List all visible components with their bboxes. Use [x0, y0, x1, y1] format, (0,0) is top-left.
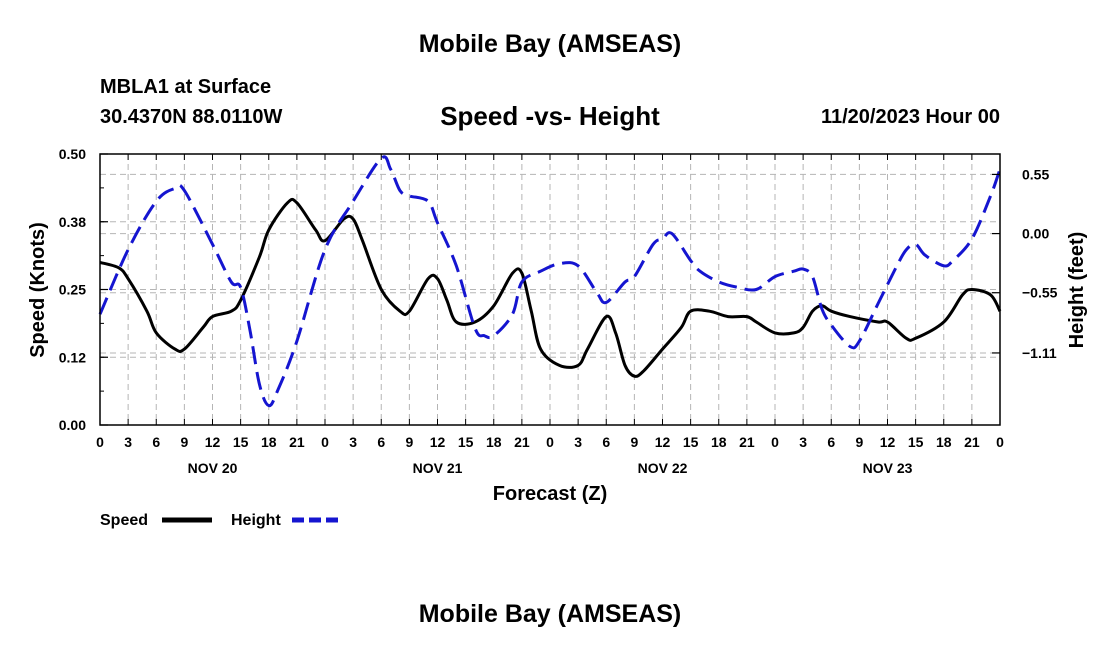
grid-lines — [100, 154, 1000, 425]
x-tick-label: 6 — [602, 434, 610, 450]
y2-axis-title: Height (feet) — [1066, 232, 1088, 349]
x-tick-label: 9 — [855, 434, 863, 450]
footer-title: Mobile Bay (AMSEAS) — [418, 600, 682, 628]
x-tick-label: 15 — [233, 434, 249, 450]
x-tick-label: 9 — [405, 434, 413, 450]
x-tick-label: 12 — [880, 434, 896, 450]
y-tick-label: 0.25 — [59, 282, 86, 298]
day-label: NOV 20 — [188, 460, 238, 476]
y2-tick-label: −1.11 — [1022, 345, 1057, 361]
x-tick-label: 21 — [964, 434, 980, 450]
x-tick-label: 0 — [96, 434, 104, 450]
x-tick-label: 9 — [630, 434, 638, 450]
x-tick-label: 15 — [908, 434, 924, 450]
y-tick-label: 0.00 — [59, 417, 86, 433]
x-tick-label: 18 — [486, 434, 502, 450]
x-tick-label: 18 — [261, 434, 277, 450]
station-label: MBLA1 at Surface — [100, 76, 272, 98]
chart-title: Speed -vs- Height — [440, 101, 660, 131]
x-tick-label: 3 — [124, 434, 132, 450]
x-tick-label: 0 — [996, 434, 1004, 450]
forecast-timestamp: 11/20/2023 Hour 00 — [820, 106, 1000, 128]
legend-label-height: Height — [231, 512, 281, 529]
x-tick-label: 21 — [514, 434, 530, 450]
x-tick-label: 0 — [546, 434, 554, 450]
day-label: NOV 21 — [413, 460, 463, 476]
x-tick-label: 18 — [711, 434, 727, 450]
x-axis-title: Forecast (Z) — [493, 483, 607, 505]
x-tick-label: 15 — [458, 434, 474, 450]
series-line-speed — [99, 197, 1002, 378]
x-tick-label: 12 — [205, 434, 221, 450]
x-tick-label: 18 — [936, 434, 952, 450]
x-tick-label: 0 — [771, 434, 779, 450]
x-tick-label: 21 — [739, 434, 755, 450]
legend: Speed Height — [100, 512, 342, 529]
y-tick-label: 0.50 — [59, 146, 86, 162]
x-tick-label: 0 — [321, 434, 329, 450]
station-coordinates: 30.4370N 88.0110W — [100, 106, 283, 128]
x-tick-label: 3 — [574, 434, 582, 450]
y2-tick-label: −0.55 — [1022, 285, 1058, 301]
y2-tick-label: 0.55 — [1022, 166, 1049, 182]
axis-labels: 0 3 6 9 12 15 18 21 0 3 6 9 12 15 18 21 0 3 6 9 12 15 18 21 0 3 6 9… — [59, 146, 1058, 476]
x-tick-label: 6 — [827, 434, 835, 450]
x-tick-label: 12 — [655, 434, 671, 450]
series-line-height — [98, 155, 1002, 408]
day-label: NOV 22 — [638, 460, 688, 476]
x-tick-label: 3 — [349, 434, 357, 450]
page-title: Mobile Bay (AMSEAS) — [418, 30, 682, 58]
x-tick-label: 21 — [289, 434, 305, 450]
day-label: NOV 23 — [863, 460, 913, 476]
series-lines — [98, 155, 1002, 408]
x-tick-label: 6 — [377, 434, 385, 450]
y2-tick-label: 0.00 — [1022, 226, 1049, 242]
x-tick-label: 15 — [683, 434, 699, 450]
y-tick-label: 0.12 — [59, 349, 86, 365]
x-tick-label: 9 — [180, 434, 188, 450]
y-axis-title: Speed (Knots) — [27, 222, 49, 358]
x-tick-label: 3 — [799, 434, 807, 450]
y-tick-label: 0.38 — [59, 214, 86, 230]
legend-label-speed: Speed — [100, 512, 148, 529]
x-tick-label: 12 — [430, 434, 446, 450]
axis-ticks — [99, 153, 1001, 426]
x-tick-label: 6 — [152, 434, 160, 450]
